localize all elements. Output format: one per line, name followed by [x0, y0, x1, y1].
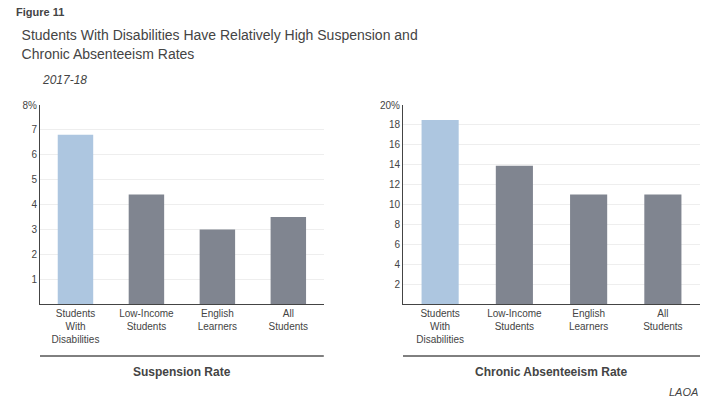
- svg-text:LAOA: LAOA: [669, 386, 698, 398]
- svg-text:5: 5: [31, 174, 37, 185]
- svg-text:6: 6: [394, 239, 400, 250]
- svg-text:EnglishLearners: EnglishLearners: [198, 308, 237, 332]
- svg-text:Figure 11: Figure 11: [16, 6, 64, 18]
- svg-text:EnglishLearners: EnglishLearners: [569, 308, 608, 332]
- svg-text:1: 1: [31, 274, 37, 285]
- svg-text:4: 4: [31, 199, 37, 210]
- svg-text:14: 14: [389, 159, 401, 170]
- svg-text:7: 7: [31, 124, 37, 135]
- svg-text:6: 6: [31, 149, 37, 160]
- svg-text:3: 3: [31, 224, 37, 235]
- svg-text:18: 18: [389, 119, 401, 130]
- svg-text:2: 2: [394, 279, 400, 290]
- svg-text:8: 8: [394, 219, 400, 230]
- svg-text:8%: 8%: [23, 100, 38, 111]
- svg-text:Low-IncomeStudents: Low-IncomeStudents: [487, 308, 542, 332]
- svg-text:StudentsWithDisabilities: StudentsWithDisabilities: [416, 308, 464, 345]
- svg-text:4: 4: [394, 259, 400, 270]
- svg-text:Chronic Absenteeism Rate: Chronic Absenteeism Rate: [475, 365, 628, 379]
- svg-text:AllStudents: AllStudents: [269, 308, 308, 332]
- svg-text:12: 12: [389, 179, 401, 190]
- svg-text:10: 10: [389, 199, 401, 210]
- svg-text:2: 2: [31, 249, 37, 260]
- svg-text:20%: 20%: [380, 100, 400, 111]
- svg-text:Students With Disabilities Hav: Students With Disabilities Have Relative…: [22, 27, 418, 61]
- svg-text:Low-IncomeStudents: Low-IncomeStudents: [119, 308, 174, 332]
- svg-text:Suspension Rate: Suspension Rate: [133, 365, 231, 379]
- svg-text:StudentsWithDisabilities: StudentsWithDisabilities: [52, 308, 100, 345]
- svg-text:2017-18: 2017-18: [42, 73, 87, 87]
- svg-text:AllStudents: AllStudents: [643, 308, 682, 332]
- svg-text:16: 16: [389, 139, 401, 150]
